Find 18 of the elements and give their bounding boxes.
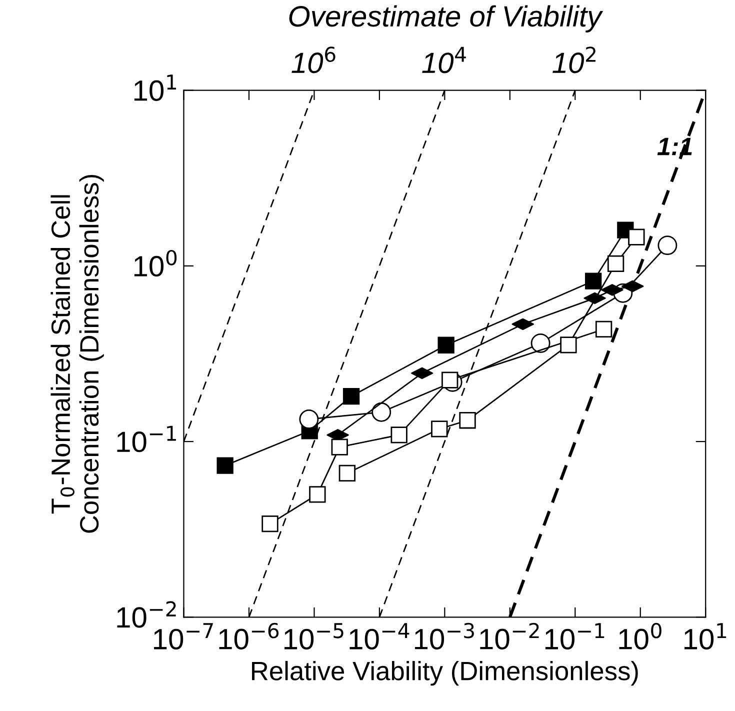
x-tick-label: 10$^{−2}$ — [480, 622, 539, 650]
series-label: 1:1 — [657, 138, 692, 156]
y-tick-label: 10$^{−1}$ — [117, 426, 176, 452]
x-axis-title: Relative Viability (Dimensionless) — [252, 661, 638, 686]
x-tick-label: 10$^{−4}$ — [350, 623, 410, 650]
y-tick-label: 10$^{1}$ — [134, 74, 176, 101]
annotation: 10$^{4}$ — [422, 46, 466, 74]
x-tick-label: 10$^{1}$ — [684, 623, 726, 650]
annotation: 10$^{2}$ — [552, 46, 596, 74]
x-tick-label: 10$^{−6}$ — [219, 622, 279, 650]
x-tick-label: 10$^{−1}$ — [545, 623, 604, 650]
x-tick-label: 10$^{0}$ — [619, 622, 662, 650]
chart-title: Overestimate of Viability — [289, 5, 604, 32]
x-tick-label: 10$^{−5}$ — [284, 623, 344, 650]
x-tick-label: 10$^{−3}$ — [414, 622, 474, 650]
annotation: 10$^{6}$ — [292, 46, 336, 74]
y-axis-title: T$_{0}$-Normalized Stained Cell Concentration (Dimensionless) — [50, 174, 104, 533]
y-tick-label: 10$^{0}$ — [134, 250, 177, 277]
